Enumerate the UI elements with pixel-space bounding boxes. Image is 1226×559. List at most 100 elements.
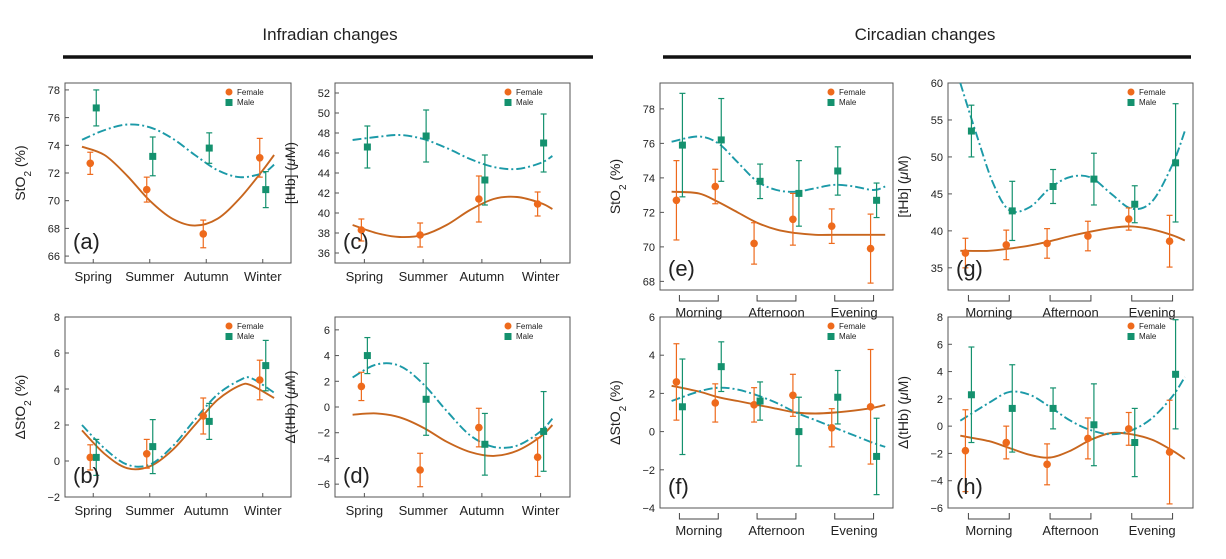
male-fit-line <box>959 82 1186 213</box>
male-point <box>756 177 764 185</box>
female-fit-line <box>671 190 886 236</box>
group-label: Afternoon <box>748 305 804 320</box>
panel-label: (f) <box>668 474 689 499</box>
female-point <box>711 399 720 407</box>
y-tick-label: 72 <box>48 168 60 180</box>
male-point <box>1172 159 1180 167</box>
y-tick-label: 36 <box>318 248 330 260</box>
legend-female-marker <box>225 322 233 330</box>
legend-female-label: Female <box>237 88 264 97</box>
legend-female-marker <box>827 322 835 330</box>
male-fit-line <box>81 376 275 468</box>
plot-frame <box>659 82 894 291</box>
male-point <box>481 176 489 184</box>
x-tick-label: Autumn <box>459 503 504 518</box>
x-tick-label: Autumn <box>184 503 229 518</box>
y-tick-label: 68 <box>643 276 655 288</box>
y-tick-label: 40 <box>931 226 943 238</box>
x-tick-label: Summer <box>125 269 175 284</box>
male-point <box>540 427 548 435</box>
male-point <box>262 362 270 370</box>
female-point <box>1165 448 1174 456</box>
legend-male-label: Male <box>1139 98 1157 107</box>
female-point <box>672 378 681 386</box>
panel-b: −2 0 2 4 6 8 Spring Summer Autumn Winter ΔStO2 (%)… <box>12 312 292 518</box>
female-point <box>142 185 151 194</box>
legend-female-marker <box>504 322 512 330</box>
female-point <box>475 195 483 203</box>
male-point <box>795 428 803 436</box>
panel-label: (a) <box>73 229 100 254</box>
male-point <box>834 393 842 401</box>
y-tick-label: −2 <box>317 428 330 440</box>
panel-label: (d) <box>343 463 370 488</box>
female-point <box>750 239 758 248</box>
female-fit-line <box>81 382 275 471</box>
panel-d: −6 −4 −2 0 2 4 6 Spring Summer Autumn Winter Δ(tHb)… <box>282 316 571 518</box>
male-point <box>205 144 213 152</box>
y-tick-label: 74 <box>48 140 60 152</box>
group-label: Afternoon <box>1042 523 1098 538</box>
panel-label: (c) <box>343 229 369 254</box>
group-label: Afternoon <box>1042 305 1098 320</box>
panel-label: (g) <box>956 256 983 281</box>
x-tick-label: Autumn <box>184 269 229 284</box>
x-tick-label: Summer <box>399 503 449 518</box>
female-point <box>475 423 483 432</box>
legend-male-marker <box>225 99 233 106</box>
y-tick-label: −2 <box>930 448 943 460</box>
y-tick-label: 8 <box>54 312 60 324</box>
group-bracket <box>678 513 719 520</box>
male-fit-line <box>959 376 1186 436</box>
female-point <box>533 200 542 208</box>
x-tick-label: Winter <box>522 503 560 518</box>
y-tick-label: 52 <box>318 88 330 100</box>
male-point <box>1049 404 1057 412</box>
plot-frame <box>947 316 1194 509</box>
panel-e: 68 70 72 74 76 78 Morning Afternoon Evening StO2 … <box>607 82 894 320</box>
male-point <box>967 127 975 135</box>
x-tick-label: Spring <box>346 269 384 284</box>
group-label: Evening <box>1129 305 1176 320</box>
legend-male-label: Male <box>516 98 534 107</box>
plot-frame <box>334 82 571 264</box>
male-point <box>678 403 686 411</box>
panel-label: (b) <box>73 463 100 488</box>
group-bracket <box>967 513 1010 520</box>
y-tick-label: 76 <box>643 138 655 150</box>
female-fit-line <box>671 384 886 415</box>
female-point <box>711 182 720 191</box>
y-tick-label: 76 <box>48 113 60 125</box>
female-point <box>1165 237 1174 246</box>
female-point <box>1043 239 1051 248</box>
female-point <box>86 159 95 168</box>
female-fit-line <box>352 412 554 457</box>
female-point <box>533 453 542 461</box>
female-point <box>789 391 797 400</box>
panel-label: (e) <box>668 256 695 281</box>
group-bracket <box>1131 513 1174 520</box>
group-bracket <box>1049 513 1092 520</box>
female-point <box>1002 438 1011 447</box>
y-tick-label: 72 <box>643 207 655 219</box>
y-tick-label: −4 <box>642 503 655 515</box>
male-point <box>834 167 842 175</box>
y-tick-label: 44 <box>318 168 330 180</box>
female-point <box>416 466 424 474</box>
y-tick-label: −6 <box>930 503 943 515</box>
x-tick-label: Spring <box>74 503 112 518</box>
panel-a: 66 68 70 72 74 76 78 Spring Summer Autumn Winter St… <box>12 82 292 284</box>
female-point <box>255 376 264 384</box>
male-point <box>363 352 371 360</box>
male-point <box>149 443 157 451</box>
legend-male-marker <box>827 99 835 106</box>
male-point <box>149 152 157 160</box>
y-tick-label: 68 <box>48 223 60 235</box>
male-point <box>481 440 489 448</box>
female-fit-line <box>960 225 1186 252</box>
legend-male-label: Male <box>839 98 857 107</box>
female-point <box>1124 215 1133 223</box>
y-tick-label: 78 <box>48 85 60 97</box>
y-tick-label: 0 <box>324 402 330 414</box>
x-tick-label: Winter <box>244 503 282 518</box>
